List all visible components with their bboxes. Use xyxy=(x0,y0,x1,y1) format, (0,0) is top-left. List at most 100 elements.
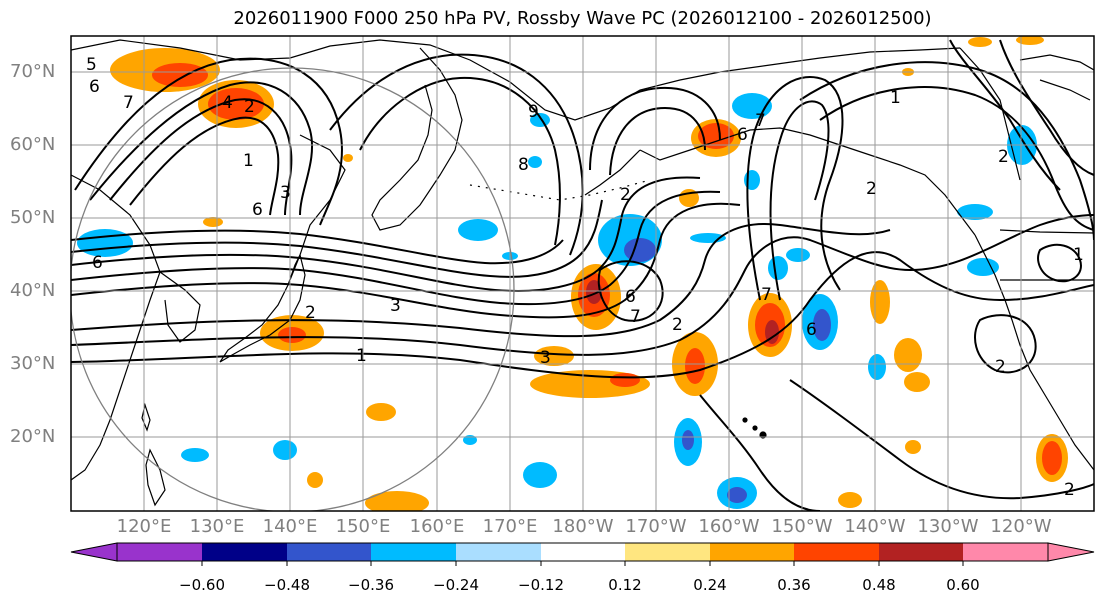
anomaly-positive xyxy=(307,472,323,488)
pv-contour-2 xyxy=(71,214,1094,356)
pv-contour-1 xyxy=(71,251,1094,379)
pv-contour-20 xyxy=(819,86,1094,231)
anomaly-negative xyxy=(624,238,656,262)
contour-label: 7 xyxy=(755,111,766,131)
pv-contour-17 xyxy=(746,76,844,301)
colorbar-tick-label: 0.48 xyxy=(862,576,896,594)
coastline-philippines xyxy=(145,448,166,507)
contour-label: 1 xyxy=(1073,245,1084,265)
lon-label: 140°E xyxy=(262,516,318,537)
colorbar-bin xyxy=(456,543,541,561)
lat-label-60: 60°N xyxy=(10,134,56,155)
contour-label: 3 xyxy=(280,183,291,203)
contour-label: 6 xyxy=(89,77,100,97)
lon-label: 120°E xyxy=(116,516,172,537)
border-us-canada xyxy=(999,229,1094,234)
coastline-alaska-north xyxy=(609,47,961,109)
contour-label: 2 xyxy=(244,97,255,117)
colorbar-ticks xyxy=(201,561,964,566)
border-alaska-canada xyxy=(959,47,1021,181)
anomaly-positive xyxy=(765,320,779,344)
contour-label: 2 xyxy=(866,179,877,199)
anomaly-positive xyxy=(894,338,922,372)
anomaly-positive xyxy=(968,37,992,47)
graticule xyxy=(71,36,1094,511)
colorbar-bin xyxy=(371,543,456,561)
colorbar-tick-label: −0.48 xyxy=(264,576,310,594)
coastline-aleutians xyxy=(469,179,651,201)
coastline-na-west xyxy=(974,234,1094,471)
contour-label: 7 xyxy=(123,93,134,113)
lon-label: 180°W xyxy=(552,516,614,537)
contour-label: 1 xyxy=(356,346,367,366)
anomaly-positive xyxy=(208,88,264,120)
coastlines xyxy=(71,39,1094,507)
anomaly-positive xyxy=(698,123,734,149)
anomaly-positive xyxy=(365,491,429,511)
coastline-arctic xyxy=(1019,54,1094,71)
contour-label: 3 xyxy=(540,348,551,368)
contour-label: 2 xyxy=(998,147,1009,167)
colorbar-tick-label: 0.36 xyxy=(777,576,811,594)
anomaly-negative xyxy=(458,219,498,241)
pv-contour-15 xyxy=(589,86,721,171)
contour-label: 7 xyxy=(630,307,641,327)
colorbar-bin xyxy=(794,543,879,561)
anomaly-negative xyxy=(528,156,542,168)
contour-label: 2 xyxy=(305,303,316,323)
contour-label: 6 xyxy=(625,287,636,307)
anomaly-negative xyxy=(813,309,831,341)
anomaly-positive xyxy=(685,348,705,384)
anomaly-negative xyxy=(181,448,209,462)
anomaly-negative xyxy=(77,229,133,257)
lat-label-70: 70°N xyxy=(10,61,56,82)
pv-contour-8 xyxy=(71,229,564,265)
anomaly-positive xyxy=(905,440,921,454)
colorbar-tick-label: 0.24 xyxy=(693,576,727,594)
anomaly-positive xyxy=(152,63,208,87)
anomaly-negative xyxy=(682,430,694,450)
coastline-japan xyxy=(219,253,306,363)
contour-label: 5 xyxy=(86,55,97,75)
anomaly-positive xyxy=(203,217,223,227)
pv-contour-19 xyxy=(799,61,1094,241)
lon-label: 160°E xyxy=(409,516,465,537)
pv-contour-5 xyxy=(71,190,721,306)
contour-label: 2 xyxy=(1064,480,1075,500)
contour-labels: 5 6 7 4 2 1 3 6 9 8 6 7 2 1 6 2 3 6 2 7 … xyxy=(86,55,1084,500)
coastline-korea xyxy=(159,271,201,343)
lon-label: 170°E xyxy=(482,516,538,537)
lon-label: 130°E xyxy=(189,516,245,537)
anomaly-negative xyxy=(786,248,810,262)
anomaly-negative xyxy=(868,354,886,380)
anomaly-positive xyxy=(838,492,862,508)
pv-contour-21 xyxy=(999,39,1094,176)
colorbar-bin xyxy=(879,543,963,561)
coastline-alaska-south xyxy=(639,127,976,236)
pv-contour-12 xyxy=(74,57,343,226)
colorbar-bin xyxy=(202,543,287,561)
anomaly-positive xyxy=(278,327,306,343)
contour-label: 6 xyxy=(806,320,817,340)
colorbar-tick-label: −0.24 xyxy=(433,576,479,594)
pv-contour-23 xyxy=(974,314,1037,374)
pv-contour-6 xyxy=(71,176,701,292)
anomaly-negative xyxy=(273,440,297,460)
pv-contour-18 xyxy=(769,100,830,301)
anomaly-positive xyxy=(1042,441,1062,475)
colorbar-extend-low xyxy=(70,542,118,562)
colorbar-bin xyxy=(117,543,202,561)
coastline-china xyxy=(71,174,161,481)
anomaly-positive xyxy=(904,372,930,392)
lon-label: 150°W xyxy=(771,516,833,537)
contour-label: 7 xyxy=(761,285,772,305)
anomaly-positive xyxy=(366,403,396,421)
coastline-taiwan xyxy=(141,402,151,432)
lon-label: 120°W xyxy=(990,516,1052,537)
colorbar-outline xyxy=(116,542,1049,562)
pv-contour-26 xyxy=(597,260,664,322)
island-hawaii xyxy=(742,417,748,423)
colorbar-bin xyxy=(710,543,794,561)
contour-label: 4 xyxy=(222,93,233,113)
